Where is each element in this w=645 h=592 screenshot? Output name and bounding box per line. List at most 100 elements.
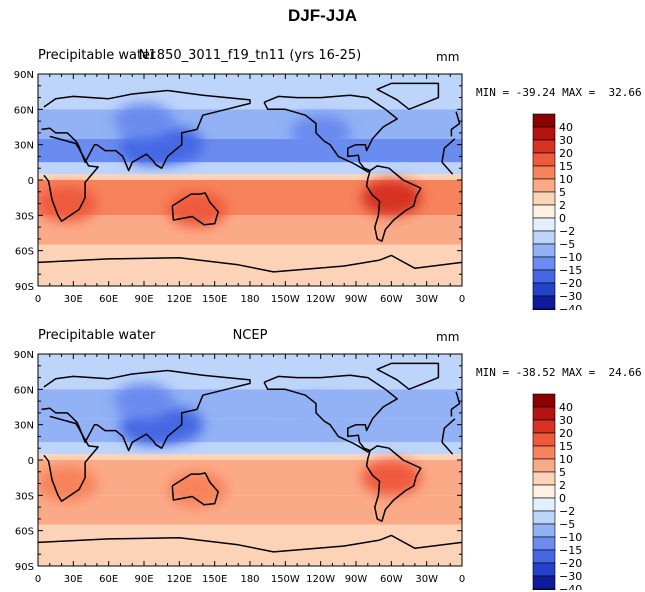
colorbar-label: −40 [559,583,582,590]
panel-title-center: NCEP [232,328,268,343]
panel-ncep: Precipitable water NCEP mm MIN = -38.52 … [0,320,645,590]
x-tick-label: 0 [459,574,465,585]
colorbar-label: 15 [559,440,573,453]
colorbar-label: −2 [559,225,575,238]
field-band [38,138,462,163]
panel-title-left: Precipitable water [38,48,156,63]
x-tick-label: 60E [99,574,118,585]
colorbar-swatch [532,562,556,577]
colorbar-label: 40 [559,401,573,414]
field-feature [290,394,351,431]
x-tick-label: 150W [271,574,300,585]
x-tick-label: 120W [306,294,335,305]
x-tick-label: 120E [167,294,192,305]
coastline-greenland [376,362,440,390]
panel-title-left: Precipitable water [38,328,156,343]
field-band [38,244,462,286]
coastline-greenland [376,82,440,110]
colorbar-label: −20 [559,277,582,290]
colorbar-label: −10 [559,531,582,544]
coastline-africa [441,441,454,455]
min-max-stats: MIN = -39.24 MAX = 32.66 [476,86,642,99]
field-band [38,454,462,460]
y-tick-label: 0 [28,176,34,187]
field-band [38,215,462,245]
x-tick-label: 30W [415,294,438,305]
field-feature [361,179,422,216]
colorbar-label: 40 [559,121,573,134]
colorbar-label: 5 [559,466,566,479]
coastline-eurasia [41,89,251,172]
colorbar-swatch [532,393,556,408]
coastline-namerica [263,94,398,173]
x-tick-label: 120E [167,574,192,585]
x-tick-label: 150E [202,294,227,305]
coastline-eurasia [450,391,461,417]
y-tick-label: 0 [28,456,34,467]
ncep-map-chart: 0 30E 60E 90E 120E 150E 180 150W 120W 90W 60W 30W 09… [14,350,582,590]
coastline-samerica [365,445,422,522]
colorbar-swatch [532,204,556,219]
y-tick-label: 60N [14,385,34,396]
colorbar-label: −15 [559,544,582,557]
colorbar-swatch [532,419,556,434]
coastline-africa [43,135,99,222]
y-tick-label: 60S [15,527,34,538]
colorbar-label: −30 [559,570,582,583]
colorbar-swatch [532,510,556,525]
coastline-eurasia [450,111,461,137]
coastline-samerica [365,165,422,242]
coastline-africa [441,418,456,443]
colorbar-label: 10 [559,453,573,466]
colorbar-label: −20 [559,557,582,570]
y-tick-label: 30N [14,141,34,152]
field-band [38,109,462,139]
colorbar-label: 30 [559,134,573,147]
colorbar-swatch [532,588,556,590]
colorbar-swatch [532,308,556,310]
colorbar-label: −40 [559,303,582,310]
colorbar-swatch [532,152,556,167]
field-band [38,174,462,180]
x-tick-label: 90W [345,574,368,585]
colorbar-label: 5 [559,186,566,199]
x-tick-label: 90W [345,294,368,305]
y-tick-label: 90N [14,350,34,361]
colorbar-swatch [532,126,556,141]
units-label: mm [436,330,460,344]
y-tick-label: 90S [15,282,34,293]
x-tick-label: 60W [380,294,403,305]
panel-model: Precipitable water N1850_3011_f19_tn11 (… [0,40,645,310]
colorbar-swatch [532,230,556,245]
coastline-namerica [263,374,398,453]
units-label: mm [436,50,460,64]
colorbar-swatch [532,497,556,512]
x-tick-label: 30W [415,574,438,585]
y-tick-label: 90S [15,562,34,573]
colorbar-label: −15 [559,264,582,277]
x-tick-label: 120W [306,574,335,585]
field-feature [38,185,98,222]
y-tick-label: 60S [15,247,34,258]
y-tick-label: 30S [15,211,34,222]
y-tick-label: 30S [15,491,34,502]
x-tick-label: 90E [134,294,153,305]
colorbar-swatch [532,113,556,128]
colorbar-label: 20 [559,147,573,160]
colorbar-swatch [532,191,556,206]
field-feature [114,103,174,140]
x-tick-label: 150W [271,294,300,305]
colorbar-swatch [532,178,556,193]
colorbar-swatch [532,523,556,538]
x-tick-label: 0 [459,294,465,305]
x-tick-label: 30E [64,294,83,305]
colorbar-label: 10 [559,173,573,186]
panel-title-center: N1850_3011_f19_tn11 (yrs 16-25) [138,48,362,63]
field-band [38,442,462,455]
colorbar-label: −5 [559,238,575,251]
min-max-stats: MIN = -38.52 MAX = 24.66 [476,366,642,379]
colorbar-swatch [532,458,556,473]
colorbar-label: 30 [559,414,573,427]
x-tick-label: 150E [202,574,227,585]
